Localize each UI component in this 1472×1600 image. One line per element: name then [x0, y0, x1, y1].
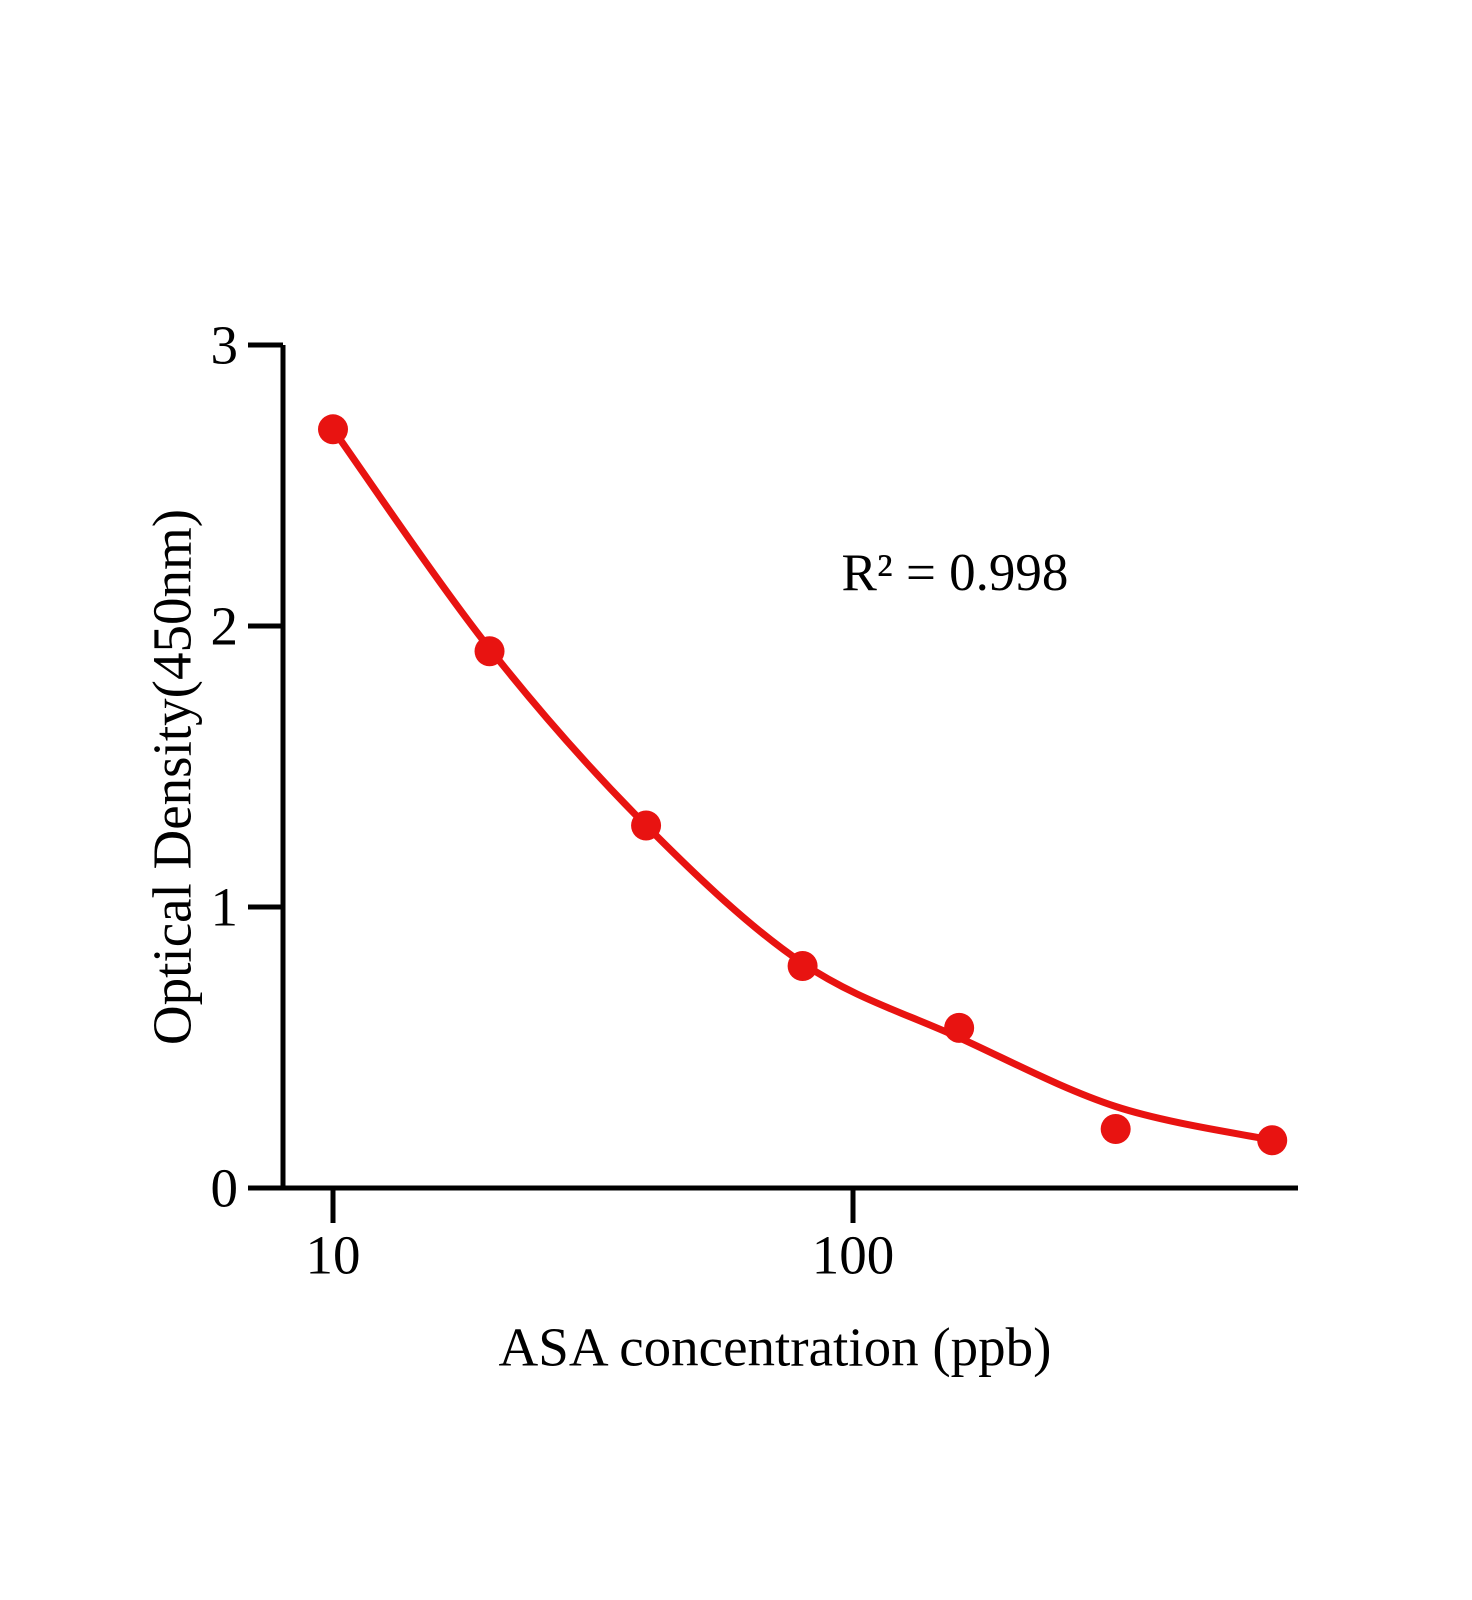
axis-lines [280, 345, 1298, 1191]
data-point [318, 414, 348, 445]
data-point [944, 1012, 975, 1043]
fitted-curve-line [329, 425, 1276, 1144]
y-tick-label: 0 [211, 1158, 239, 1219]
r-squared-annotation: R² = 0.998 [842, 544, 1069, 602]
x-axis-title: ASA concentration (ppb) [499, 1317, 1052, 1378]
data-point [1257, 1125, 1288, 1156]
y-axis-tick-labels: 0 1 2 3 [211, 315, 239, 1219]
y-axis-ticks [248, 342, 283, 1191]
y-tick-label: 1 [211, 877, 239, 938]
x-axis-ticks [330, 1188, 856, 1223]
data-points [318, 414, 1288, 1156]
axes [280, 345, 1298, 1191]
y-tick-label: 2 [211, 596, 239, 657]
data-point [787, 951, 818, 982]
data-point [631, 810, 662, 841]
data-point [474, 636, 505, 667]
x-tick-label: 100 [812, 1225, 895, 1286]
x-axis-tick-labels: 10 100 [306, 1225, 895, 1286]
y-tick-label: 3 [211, 315, 239, 376]
y-axis-title: Optical Density(450nm) [142, 509, 203, 1045]
data-point [1100, 1113, 1131, 1144]
x-tick-label: 10 [306, 1225, 361, 1286]
